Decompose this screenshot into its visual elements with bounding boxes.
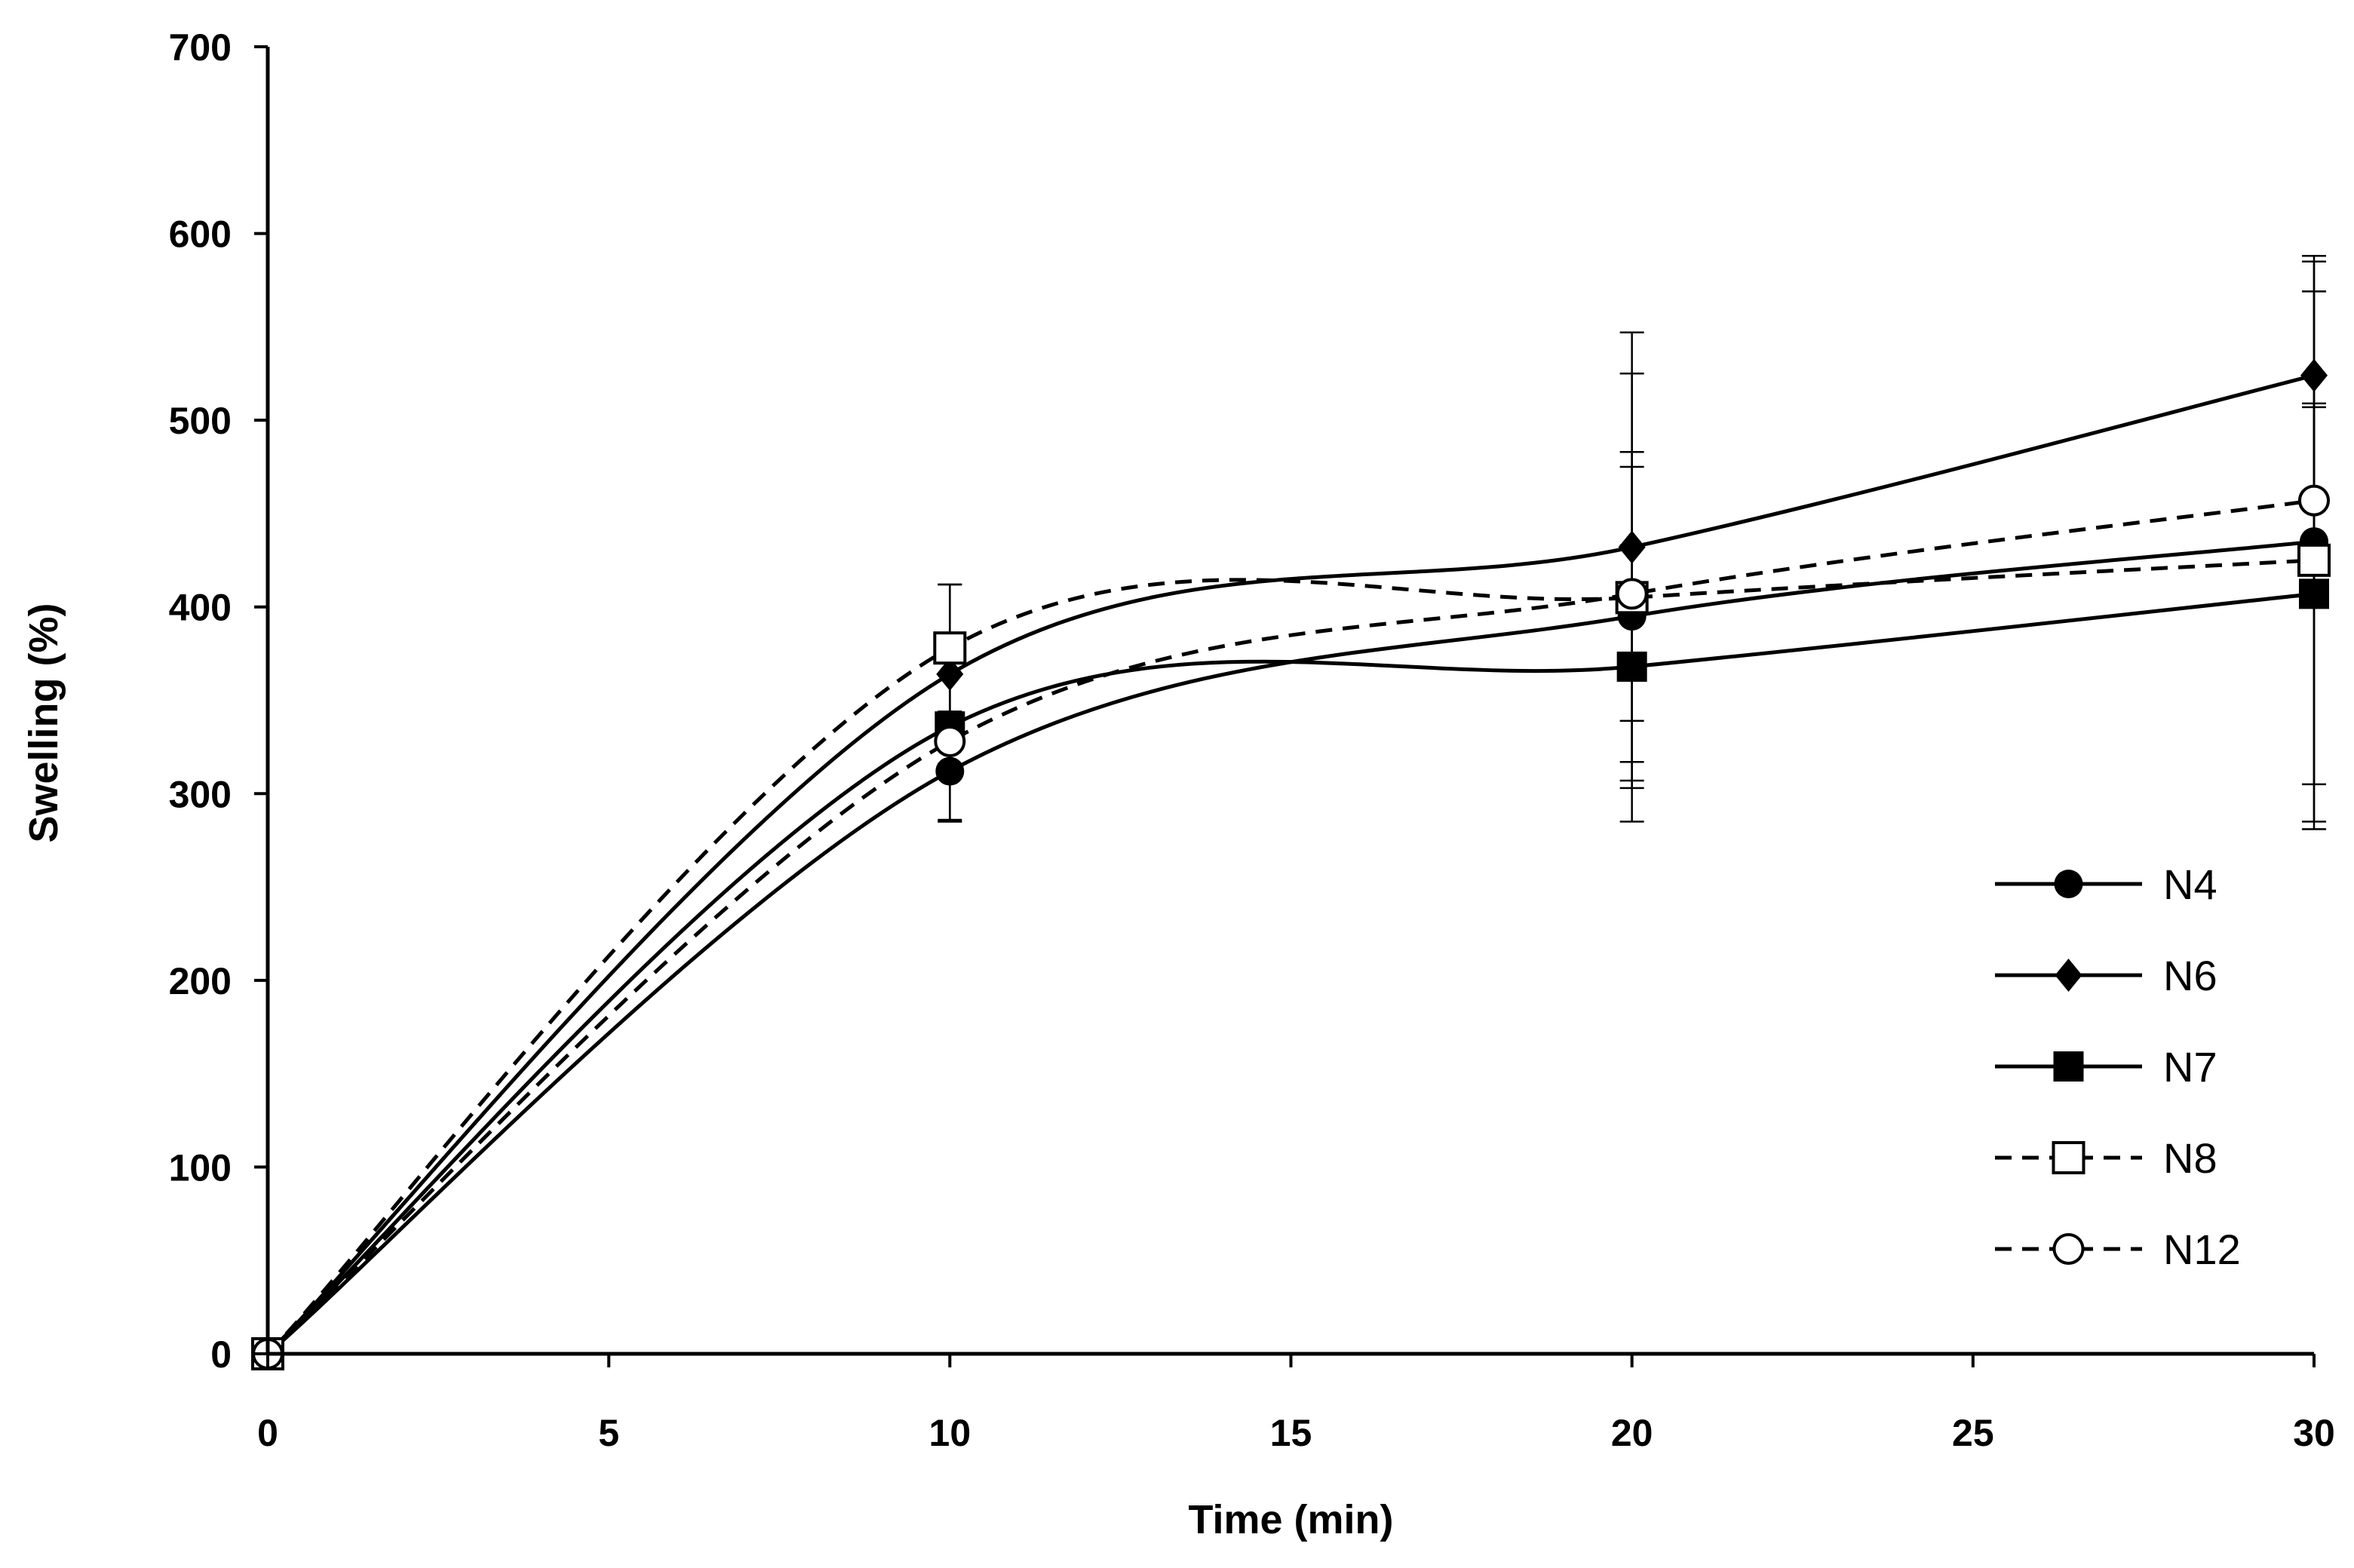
- y-tick-label: 600: [169, 213, 232, 256]
- series-line-n8: [266, 558, 2315, 1355]
- legend: N4 N6 N7 N8 N12: [1995, 861, 2241, 1273]
- legend-label-n8: N8: [2163, 1134, 2217, 1182]
- x-tick-label: 10: [929, 1412, 971, 1454]
- series-line-n7: [266, 591, 2315, 1355]
- data-point-n6: [1618, 530, 1646, 564]
- data-point-n8: [933, 631, 967, 665]
- legend-marker-n8: [2052, 1141, 2085, 1174]
- data-point-n8: [2297, 543, 2331, 577]
- series-line-n4: [266, 539, 2315, 1355]
- data-point-n7: [2299, 578, 2329, 609]
- x-tick-label: 15: [1270, 1412, 1312, 1454]
- y-tick-label: 400: [169, 587, 232, 629]
- x-tick-label: 30: [2293, 1412, 2335, 1454]
- x-tick-label: 20: [1611, 1412, 1653, 1454]
- data-point-n4: [935, 756, 965, 786]
- x-tick-label: 5: [598, 1412, 619, 1454]
- y-tick-label: 700: [169, 26, 232, 69]
- series-line-n12: [266, 499, 2315, 1355]
- x-tick-label: 0: [257, 1412, 278, 1454]
- data-point-n12: [2298, 484, 2330, 517]
- y-axis-title: Swelling (%): [21, 603, 66, 842]
- series-lines: [266, 373, 2315, 1355]
- data-markers: [251, 358, 2331, 1370]
- x-tick-label: 25: [1952, 1412, 1994, 1454]
- series-line-n6: [266, 373, 2315, 1355]
- y-tick-label: 300: [169, 773, 232, 815]
- legend-label-n12: N12: [2163, 1226, 2241, 1273]
- y-tick-label: 200: [169, 960, 232, 1002]
- data-point-n6: [2300, 358, 2328, 392]
- x-axis-title: Time (min): [1188, 1497, 1393, 1542]
- legend-marker-n4: [2054, 870, 2083, 898]
- legend-label-n4: N4: [2163, 861, 2217, 908]
- data-point-n6: [936, 657, 964, 691]
- y-tick-label: 100: [169, 1146, 232, 1189]
- data-point-n12: [934, 725, 966, 757]
- axes: 0 100 200 300 400 500 600 700 0 5 10 15 20 25 30: [169, 26, 2335, 1454]
- data-point-n7: [1616, 651, 1647, 682]
- y-tick-label: 500: [169, 400, 232, 442]
- legend-marker-n6: [2055, 959, 2082, 992]
- data-point-n12: [1616, 578, 1648, 610]
- legend-label-n6: N6: [2163, 952, 2217, 999]
- legend-marker-n12: [2052, 1233, 2085, 1265]
- y-tick-label: 0: [210, 1333, 232, 1376]
- legend-label-n7: N7: [2163, 1043, 2217, 1091]
- legend-marker-n7: [2053, 1051, 2084, 1082]
